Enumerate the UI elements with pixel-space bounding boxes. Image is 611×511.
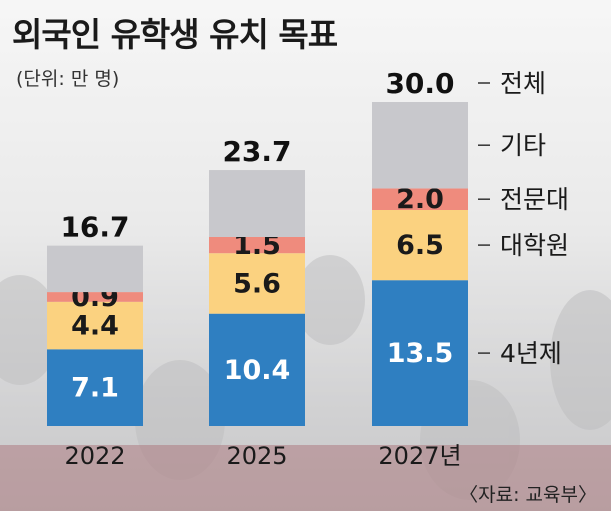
chart-title: 외국인 유학생 유치 목표 (12, 15, 338, 54)
legend-label-기타: 기타 (500, 131, 546, 160)
data-label-4년제-2027년: 13.5 (387, 338, 454, 369)
bar-segment-대학원-2025 (209, 253, 305, 314)
bar-segment-4년제-2027년 (372, 280, 468, 426)
x-tick-label-2022: 2022 (64, 442, 125, 470)
total-label-2025: 23.7 (222, 135, 291, 168)
data-label-전문대-2027년: 2.0 (396, 184, 444, 215)
bar-segment-4년제-2025 (209, 313, 305, 426)
x-tick-label-2025: 2025 (226, 442, 287, 470)
legend-label-대학원: 대학원 (500, 231, 569, 260)
bar-segment-기타-2022 (47, 245, 143, 293)
source-note: 〈자료: 교육부〉 (459, 484, 597, 506)
bar-segment-대학원-2027년 (372, 210, 468, 281)
bar-segment-대학원-2022 (47, 301, 143, 350)
legend-label-4년제: 4년제 (500, 339, 562, 368)
bar-segment-기타-2025 (209, 170, 305, 237)
bar-segment-기타-2027년 (372, 102, 468, 189)
bar-segment-전문대-2022 (47, 292, 143, 302)
data-label-대학원-2027년: 6.5 (396, 230, 444, 261)
bar-segment-4년제-2022 (47, 349, 143, 426)
x-tick-label-2027년: 2027년 (378, 442, 461, 470)
unit-label: (단위: 만 명) (16, 68, 120, 90)
total-label-2022: 16.7 (60, 211, 129, 244)
legend-label-전문대: 전문대 (500, 185, 569, 214)
data-label-대학원-2022: 4.4 (71, 311, 119, 342)
data-label-대학원-2025: 5.6 (233, 268, 281, 299)
legend-label-전체: 전체 (500, 69, 546, 98)
bar-segment-전문대-2025 (209, 237, 305, 254)
total-label-2027년: 30.0 (385, 67, 454, 100)
data-label-4년제-2025: 10.4 (224, 355, 291, 386)
bar-segment-전문대-2027년 (372, 188, 468, 210)
data-label-4년제-2022: 7.1 (71, 373, 119, 404)
